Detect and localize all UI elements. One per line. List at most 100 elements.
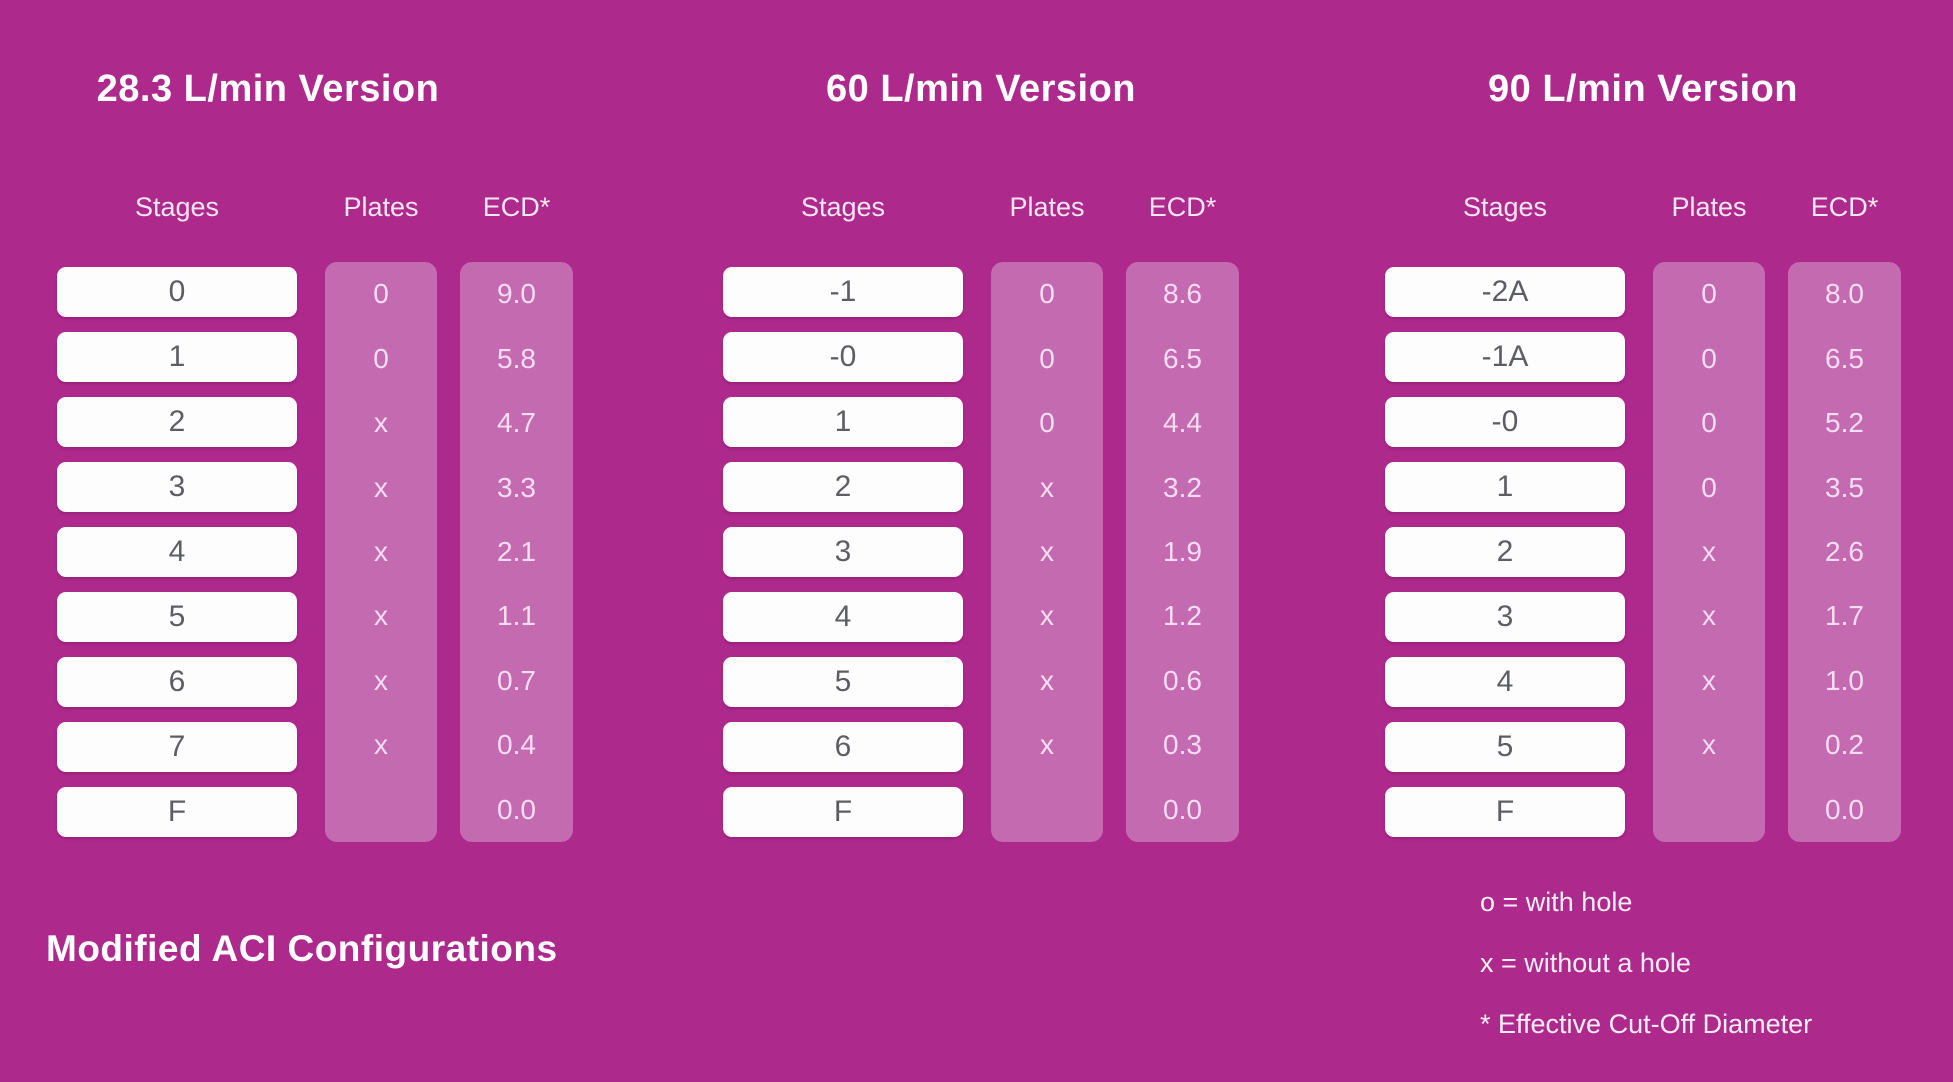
plate-cell: x bbox=[1702, 600, 1716, 632]
ecd-column: 8.0 6.5 5.2 3.5 2.6 1.7 1.0 0.2 0.0 bbox=[1788, 262, 1901, 842]
ecd-cell: 6.5 bbox=[1825, 342, 1864, 374]
plate-cell bbox=[991, 778, 1103, 842]
stage-cell: F bbox=[57, 787, 297, 837]
stage-cell: 3 bbox=[723, 527, 963, 577]
plate-cell: x bbox=[374, 407, 388, 439]
ecd-cell: 3.2 bbox=[1163, 471, 1202, 503]
plate-cell: x bbox=[1702, 729, 1716, 761]
stage-cell: 6 bbox=[723, 722, 963, 772]
plate-cell: 0 bbox=[1701, 342, 1717, 374]
column-header-ecd: ECD* bbox=[1810, 192, 1879, 222]
ecd-cell: 2.6 bbox=[1825, 535, 1864, 567]
plate-cell: 0 bbox=[1039, 342, 1055, 374]
ecd-cell: 0.0 bbox=[1163, 793, 1202, 825]
stage-cell: 4 bbox=[57, 527, 297, 577]
stage-cell: 4 bbox=[723, 592, 963, 642]
stage-cell: 7 bbox=[57, 722, 297, 772]
plate-cell: 0 bbox=[373, 342, 389, 374]
plate-cell: x bbox=[1040, 729, 1054, 761]
stage-cell: -1A bbox=[1385, 332, 1625, 382]
plate-cell: 0 bbox=[1039, 407, 1055, 439]
page-title: Modified ACI Configurations bbox=[46, 928, 558, 969]
ecd-cell: 1.1 bbox=[497, 600, 536, 632]
plate-cell: x bbox=[1702, 535, 1716, 567]
legend-ecd-note: * Effective Cut-Off Diameter bbox=[1480, 1009, 1813, 1039]
plate-cell: x bbox=[374, 729, 388, 761]
ecd-cell: 0.4 bbox=[497, 729, 536, 761]
ecd-cell: 5.2 bbox=[1825, 407, 1864, 439]
plate-cell: x bbox=[374, 600, 388, 632]
ecd-cell: 0.0 bbox=[497, 793, 536, 825]
ecd-cell: 4.7 bbox=[497, 407, 536, 439]
plate-cell: x bbox=[374, 471, 388, 503]
plate-cell bbox=[1653, 778, 1765, 842]
ecd-cell: 9.0 bbox=[497, 278, 536, 310]
ecd-cell: 1.2 bbox=[1163, 600, 1202, 632]
ecd-cell: 0.6 bbox=[1163, 664, 1202, 696]
plate-cell: x bbox=[374, 535, 388, 567]
stage-cell: -0 bbox=[1385, 397, 1625, 447]
ecd-cell: 4.4 bbox=[1163, 407, 1202, 439]
stage-cell: 2 bbox=[57, 397, 297, 447]
stage-cell: 0 bbox=[57, 267, 297, 317]
plate-cell: 0 bbox=[1701, 278, 1717, 310]
stage-cell: 4 bbox=[1385, 657, 1625, 707]
plate-cell: x bbox=[1040, 471, 1054, 503]
legend: o = with hole x = without a hole * Effec… bbox=[1480, 872, 1812, 1055]
stage-cell: -2A bbox=[1385, 267, 1625, 317]
ecd-cell: 6.5 bbox=[1163, 342, 1202, 374]
ecd-cell: 0.2 bbox=[1825, 729, 1864, 761]
stage-cell: 1 bbox=[1385, 462, 1625, 512]
stage-cell: 1 bbox=[723, 397, 963, 447]
plate-cell: 0 bbox=[1701, 407, 1717, 439]
plates-column: 0 0 0 0 x x x x bbox=[1653, 262, 1765, 842]
ecd-cell: 0.3 bbox=[1163, 729, 1202, 761]
plate-cell bbox=[325, 778, 437, 842]
stage-cell: F bbox=[1385, 787, 1625, 837]
stages-column: -1 -0 1 2 3 4 5 6 F bbox=[723, 267, 963, 852]
stage-cell: 3 bbox=[1385, 592, 1625, 642]
column-header-plates: Plates bbox=[1671, 192, 1747, 222]
stage-cell: 5 bbox=[57, 592, 297, 642]
table-60-lmin: 60 L/min Version Stages Plates ECD* -1 -… bbox=[723, 0, 1239, 1082]
legend-without-hole: x = without a hole bbox=[1480, 948, 1691, 978]
ecd-cell: 5.8 bbox=[497, 342, 536, 374]
stage-cell: 2 bbox=[1385, 527, 1625, 577]
plate-cell: x bbox=[374, 664, 388, 696]
column-header-stages: Stages bbox=[800, 192, 886, 222]
table-title-90: 90 L/min Version bbox=[1488, 67, 1798, 110]
ecd-cell: 1.7 bbox=[1825, 600, 1864, 632]
stage-cell: 6 bbox=[57, 657, 297, 707]
table-90-lmin: 90 L/min Version Stages Plates ECD* -2A … bbox=[1385, 0, 1901, 1082]
column-header-stages: Stages bbox=[1462, 192, 1548, 222]
column-header-ecd: ECD* bbox=[1148, 192, 1217, 222]
ecd-cell: 0.7 bbox=[497, 664, 536, 696]
plates-column: 0 0 0 x x x x x bbox=[991, 262, 1103, 842]
ecd-cell: 3.5 bbox=[1825, 471, 1864, 503]
ecd-cell: 0.0 bbox=[1825, 793, 1864, 825]
plate-cell: 0 bbox=[1039, 278, 1055, 310]
stage-cell: 3 bbox=[57, 462, 297, 512]
stages-column: 0 1 2 3 4 5 6 7 F bbox=[57, 267, 297, 852]
ecd-column: 8.6 6.5 4.4 3.2 1.9 1.2 0.6 0.3 0.0 bbox=[1126, 262, 1239, 842]
ecd-column: 9.0 5.8 4.7 3.3 2.1 1.1 0.7 0.4 0.0 bbox=[460, 262, 573, 842]
column-header-plates: Plates bbox=[343, 192, 419, 222]
table-title-28-3: 28.3 L/min Version bbox=[96, 67, 440, 110]
table-28-3-lmin: 28.3 L/min Version Stages Plates ECD* 0 … bbox=[57, 0, 573, 1082]
stage-cell: 5 bbox=[723, 657, 963, 707]
ecd-cell: 8.0 bbox=[1825, 278, 1864, 310]
stage-cell: 1 bbox=[57, 332, 297, 382]
plate-cell: 0 bbox=[373, 278, 389, 310]
ecd-cell: 2.1 bbox=[497, 535, 536, 567]
stage-cell: 5 bbox=[1385, 722, 1625, 772]
plates-column: 0 0 x x x x x x bbox=[325, 262, 437, 842]
plate-cell: x bbox=[1040, 664, 1054, 696]
plate-cell: x bbox=[1040, 600, 1054, 632]
ecd-cell: 1.9 bbox=[1163, 535, 1202, 567]
ecd-cell: 1.0 bbox=[1825, 664, 1864, 696]
column-header-stages: Stages bbox=[134, 192, 220, 222]
ecd-cell: 8.6 bbox=[1163, 278, 1202, 310]
stage-cell: -1 bbox=[723, 267, 963, 317]
stage-cell: 2 bbox=[723, 462, 963, 512]
